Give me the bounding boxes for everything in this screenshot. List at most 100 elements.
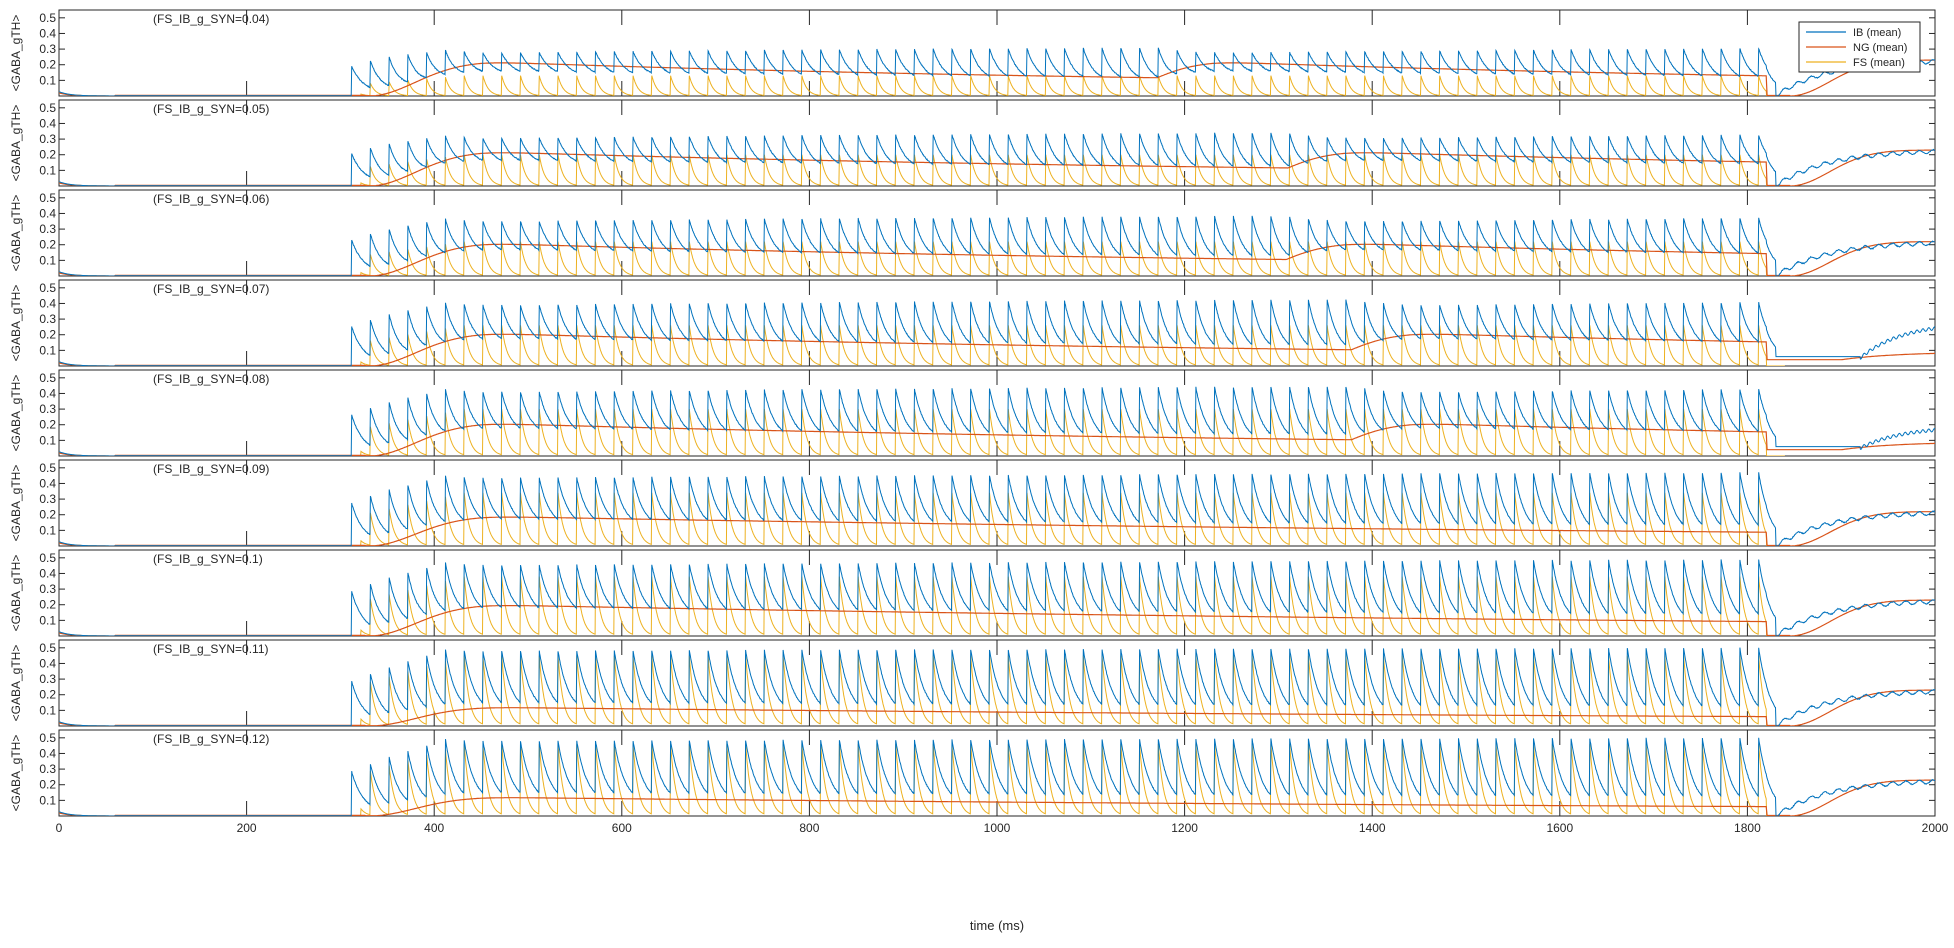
y-tick-label: 0.2 (39, 418, 56, 432)
x-tick-label: 2000 (1922, 821, 1949, 835)
x-tick-label: 0 (56, 821, 63, 835)
y-tick-label: 0.1 (39, 433, 56, 447)
y-tick-label: 0.3 (39, 222, 56, 236)
panel-9: 0.10.2 0.3 0.40.5 <GABA_gTH> (FS_IB_g_SYN=0.… (9, 730, 1935, 816)
y-tick-label: 0.2 (39, 688, 56, 702)
panel-label: (FS_IB_g_SYN=0.09) (153, 462, 269, 476)
y-axis-label: <GABA_gTH> (9, 285, 23, 362)
y-tick-label: 0.2 (39, 508, 56, 522)
y-tick-label: 0.5 (39, 191, 56, 205)
panel-label: (FS_IB_g_SYN=0.1) (153, 552, 263, 566)
y-tick-label: 0.5 (39, 731, 56, 745)
y-tick-label: 0.1 (39, 343, 56, 357)
x-tick-label: 800 (799, 821, 819, 835)
panel-label: (FS_IB_g_SYN=0.12) (153, 732, 269, 746)
y-tick-label: 0.2 (39, 148, 56, 162)
y-axis-label: <GABA_gTH> (9, 195, 23, 272)
y-tick-label: 0.5 (39, 461, 56, 475)
y-tick-label: 0.3 (39, 132, 56, 146)
legend-ib-label: IB (mean) (1853, 27, 1901, 39)
y-axis-label: <GABA_gTH> (9, 105, 23, 182)
y-tick-label: 0.4 (39, 116, 56, 130)
panel-label: (FS_IB_g_SYN=0.05) (153, 102, 269, 116)
y-tick-label: 0.5 (39, 641, 56, 655)
y-axis-label: <GABA_gTH> (9, 15, 23, 92)
x-axis-label: time (ms) (970, 918, 1024, 933)
x-tick-label: 200 (237, 821, 257, 835)
panel-label: (FS_IB_g_SYN=0.06) (153, 192, 269, 206)
panel-1: 0.10.2 0.3 0.40.5 <GABA_gTH> (FS_IB_g_SYN=0.… (9, 10, 1935, 96)
y-axis-label: <GABA_gTH> (9, 375, 23, 452)
panel-label: (FS_IB_g_SYN=0.04) (153, 12, 269, 26)
y-tick-label: 0.1 (39, 613, 56, 627)
y-tick-label: 0.5 (39, 11, 56, 25)
y-tick-label: 0.3 (39, 402, 56, 416)
y-tick-label: 0.4 (39, 206, 56, 220)
y-tick-label: 0.1 (39, 793, 56, 807)
y-tick-label: 0.3 (39, 672, 56, 686)
legend: IB (mean) NG (mean) FS (mean) (1799, 22, 1920, 72)
y-tick-label: 0.1 (39, 703, 56, 717)
y-tick-label: 0.4 (39, 476, 56, 490)
x-tick-label: 1200 (1171, 821, 1198, 835)
x-axis: time (ms) 0 200 400 600 800 1000 1200 1400 1600 1… (56, 821, 1949, 933)
y-tick-label: 0.4 (39, 296, 56, 310)
x-tick-label: 400 (424, 821, 444, 835)
y-tick-label: 0.1 (39, 253, 56, 267)
y-tick-label: 0.4 (39, 566, 56, 580)
y-tick-label: 0.1 (39, 523, 56, 537)
y-tick-label: 0.1 (39, 163, 56, 177)
y-tick-label: 0.4 (39, 386, 56, 400)
y-tick-label: 0.2 (39, 238, 56, 252)
panel-6: 0.10.2 0.3 0.40.5 <GABA_gTH> (FS_IB_g_SYN=0.… (9, 460, 1935, 546)
y-tick-label: 0.2 (39, 328, 56, 342)
series-fs-line (59, 325, 1785, 366)
y-tick-label: 0.4 (39, 656, 56, 670)
y-tick-label: 0.3 (39, 492, 56, 506)
panel-7: 0.10.2 0.3 0.40.5 <GABA_gTH> (FS_IB_g_SYN=0.… (9, 550, 1935, 636)
y-tick-label: 0.3 (39, 582, 56, 596)
y-tick-label: 0.1 (39, 73, 56, 87)
panel-series (59, 300, 1935, 366)
panel-series (59, 387, 1935, 456)
x-tick-label: 1800 (1734, 821, 1761, 835)
x-tick-label: 1000 (984, 821, 1011, 835)
panel-3: 0.10.2 0.3 0.40.5 <GABA_gTH> (FS_IB_g_SYN=0.… (9, 190, 1935, 276)
y-axis-label: <GABA_gTH> (9, 555, 23, 632)
y-tick-label: 0.5 (39, 281, 56, 295)
y-tick-label: 0.2 (39, 778, 56, 792)
legend-ng-label: NG (mean) (1853, 42, 1907, 54)
series-fs-line (59, 493, 1785, 546)
panel-5: 0.10.2 0.3 0.40.5 <GABA_gTH> (FS_IB_g_SYN=0.… (9, 370, 1935, 456)
y-axis-label: <GABA_gTH> (9, 735, 23, 812)
panel-series (59, 216, 1935, 276)
x-tick-label: 1400 (1359, 821, 1386, 835)
y-tick-label: 0.2 (39, 58, 56, 72)
panel-4: 0.10.2 0.3 0.40.5 <GABA_gTH> (FS_IB_g_SYN=0.… (9, 280, 1935, 366)
y-tick-label: 0.2 (39, 598, 56, 612)
panel-label: (FS_IB_g_SYN=0.08) (153, 372, 269, 386)
y-axis-label: <GABA_gTH> (9, 645, 23, 722)
y-tick-label: 0.3 (39, 42, 56, 56)
panels: 0.10.20.30.40.5<GABA_gTH> (FS_IB_g_SYN=0.… (9, 10, 1935, 816)
y-tick-label: 0.3 (39, 312, 56, 326)
x-tick-label: 600 (612, 821, 632, 835)
series-fs-line (59, 577, 1785, 636)
y-tick-label: 0.5 (39, 551, 56, 565)
y-tick-label: 0.3 (39, 762, 56, 776)
panel-2: 0.10.2 0.3 0.40.5 <GABA_gTH> (FS_IB_g_SYN=0.… (9, 100, 1935, 186)
y-axis-label: <GABA_gTH> (9, 465, 23, 542)
series-fs-line (59, 242, 1785, 276)
y-tick-label: 0.4 (39, 746, 56, 760)
panel-series (59, 133, 1935, 186)
panel-label: (FS_IB_g_SYN=0.11) (153, 642, 269, 656)
series-fs-line (59, 76, 1785, 96)
panel-8: 0.10.2 0.3 0.40.5 <GABA_gTH> (FS_IB_g_SYN=0.… (9, 640, 1935, 726)
y-tick-label: 0.4 (39, 26, 56, 40)
y-tick-label: 0.5 (39, 371, 56, 385)
legend-fs-label: FS (mean) (1853, 57, 1905, 69)
y-tick-label: 0.5 (39, 101, 56, 115)
panel-label: (FS_IB_g_SYN=0.07) (153, 282, 269, 296)
x-tick-label: 1600 (1546, 821, 1573, 835)
